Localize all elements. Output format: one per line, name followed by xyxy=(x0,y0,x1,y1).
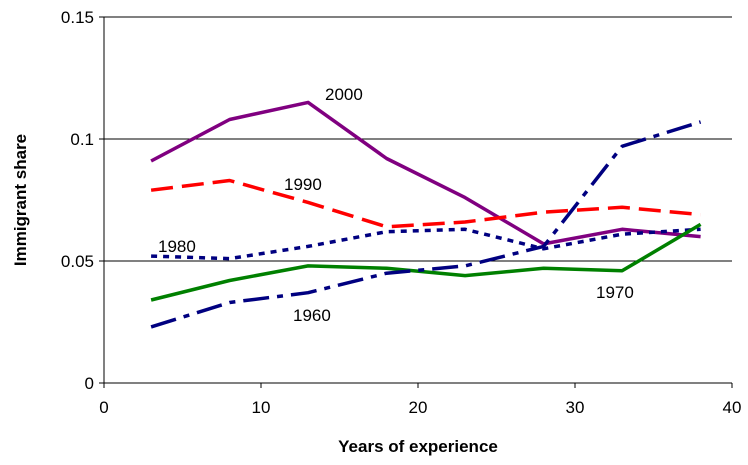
series-label-1960: 1960 xyxy=(293,306,331,325)
y-tick-label: 0.15 xyxy=(61,8,94,27)
y-axis-title: Immigrant share xyxy=(11,134,30,266)
series-line-1970 xyxy=(150,222,702,302)
series-labels: 2000 1990 1980 1970 1960 xyxy=(158,85,634,325)
series-line-1980 xyxy=(151,227,701,261)
series-lines xyxy=(150,100,702,329)
x-axis-title: Years of experience xyxy=(338,437,498,456)
series-line-1990 xyxy=(150,178,701,229)
series-label-1980: 1980 xyxy=(158,237,196,256)
x-tick-label: 10 xyxy=(252,398,271,417)
x-tick-label: 30 xyxy=(566,398,585,417)
series-label-1990: 1990 xyxy=(284,175,322,194)
axes xyxy=(99,16,733,388)
x-tick-label: 20 xyxy=(409,398,428,417)
series-label-2000: 2000 xyxy=(325,85,363,104)
y-tick-label: 0 xyxy=(85,374,94,393)
tick-labels: 0 0.05 0.1 0.15 0 10 20 30 40 xyxy=(61,8,742,417)
y-tick-label: 0.05 xyxy=(61,252,94,271)
y-tick-label: 0.1 xyxy=(70,130,94,149)
x-tick-label: 0 xyxy=(99,398,108,417)
x-tick-label: 40 xyxy=(723,398,742,417)
series-line-2000 xyxy=(150,100,701,246)
series-label-1970: 1970 xyxy=(596,283,634,302)
gridlines xyxy=(104,16,732,262)
